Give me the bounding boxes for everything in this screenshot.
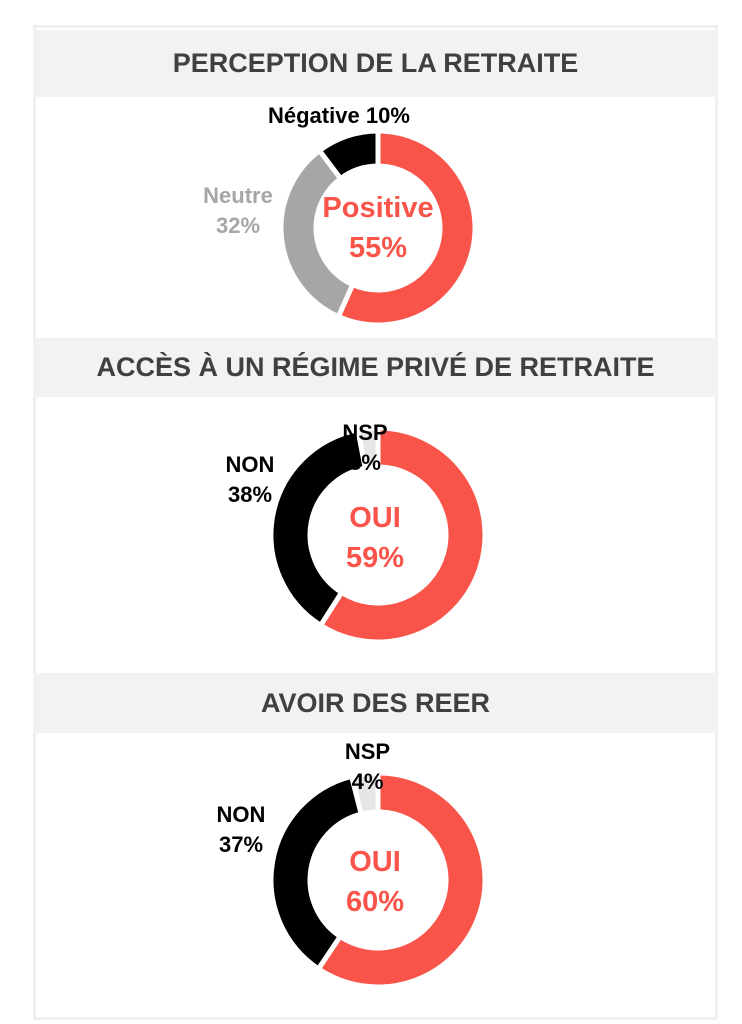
label-negative: Négative 10% <box>268 103 410 128</box>
infographic-frame <box>33 25 718 1020</box>
chart-title-reer: AVOIR DES REER <box>33 673 718 733</box>
donut-slice-non <box>268 426 369 629</box>
donut-slice-oui <box>314 770 488 990</box>
donut-slice-neutre <box>278 147 356 320</box>
label-positive: Positive 55% <box>322 192 434 264</box>
donut-slice-nsp <box>348 770 381 818</box>
chart-title-regime-prive: ACCÈS À UN RÉGIME PRIVÉ DE RETRAITE <box>33 338 718 397</box>
label-non-reer: NON 37% <box>216 802 266 857</box>
donut-slice-oui <box>317 425 488 645</box>
donut-slice-positive <box>335 128 478 328</box>
label-nsp-regime: NSP 3% <box>342 420 388 475</box>
donut-slice-négative <box>315 128 381 183</box>
donut-slice-non <box>268 773 365 973</box>
label-neutre: Neutre 32% <box>203 183 273 238</box>
label-nsp-reer: NSP 4% <box>344 739 391 794</box>
label-oui-regime: OUI 59% <box>345 502 405 574</box>
label-oui-reer: OUI 60% <box>345 846 405 918</box>
donut-slice-nsp <box>355 425 381 472</box>
chart-title-perception: PERCEPTION DE LA RETRAITE <box>33 30 718 97</box>
label-non-regime: NON 38% <box>225 452 275 507</box>
